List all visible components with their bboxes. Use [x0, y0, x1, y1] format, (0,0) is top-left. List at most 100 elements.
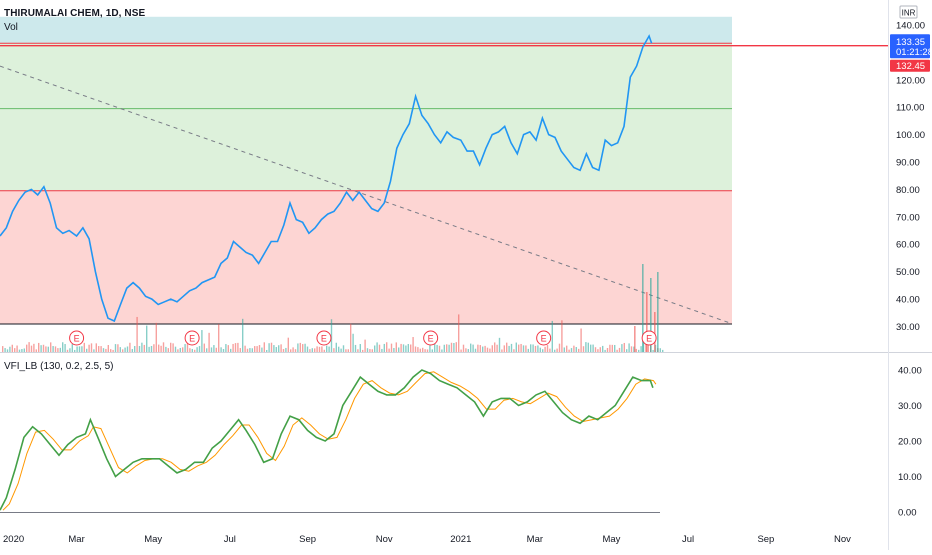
symbol-title[interactable]: THIRUMALAI CHEM, 1D, NSE [4, 8, 146, 19]
volume-bar [438, 345, 441, 352]
volume-bar [323, 349, 325, 352]
volume-bar [242, 318, 244, 352]
volume-bar [618, 347, 621, 352]
earnings-label: E [541, 334, 547, 344]
volume-bar [506, 342, 508, 352]
volume-bar [482, 346, 484, 352]
volume-bar [590, 344, 592, 352]
volume-bar [102, 348, 105, 352]
volume-bar [647, 339, 649, 352]
bar-countdown: 01:21:28 [896, 47, 932, 58]
volume-bar [117, 344, 119, 352]
volume-bar [472, 344, 474, 352]
volume-bar [189, 348, 191, 352]
earnings-marker[interactable]: E [423, 330, 439, 346]
volume-bar [386, 342, 388, 352]
volume-bar [458, 314, 460, 352]
volume-bar [510, 343, 513, 352]
volume-bar [148, 346, 150, 352]
volume-bar [239, 348, 241, 352]
volume-bar [527, 348, 529, 352]
volume-bar [350, 323, 352, 352]
volume-bar [491, 345, 493, 352]
currency-box[interactable]: INR [899, 5, 918, 19]
volume-bar [280, 344, 282, 352]
volume-bar [654, 312, 656, 352]
volume-bar [441, 349, 443, 352]
volume-bar [657, 272, 659, 352]
volume-bar [352, 333, 354, 352]
vfi-signal-series[interactable] [2, 371, 657, 511]
volume-bar [448, 344, 450, 352]
earnings-marker[interactable]: E [69, 330, 85, 346]
volume-bar [292, 347, 294, 352]
volume-bar [234, 343, 237, 352]
vfi-series[interactable] [0, 369, 654, 511]
volume-bar [136, 316, 138, 352]
volume-bar [105, 348, 107, 352]
volume-bar [366, 348, 369, 352]
volume-bar [412, 337, 414, 352]
volume-bar [534, 345, 537, 352]
volume-bar [489, 348, 491, 352]
volume-bar [14, 348, 16, 352]
price-tick: 90.00 [896, 158, 920, 169]
volume-bar [47, 346, 49, 352]
volume-bar [40, 345, 42, 352]
volume-bar [4, 348, 6, 352]
volume-bar [158, 344, 160, 352]
volume-bar [179, 347, 181, 352]
volume-bar [546, 345, 549, 352]
volume-bar [484, 345, 486, 352]
volume-bar [107, 345, 109, 352]
volume-bar [544, 346, 546, 352]
volume-bar [18, 349, 21, 352]
earnings-marker[interactable]: E [184, 330, 200, 346]
earnings-marker[interactable]: E [641, 330, 657, 346]
price-series[interactable] [0, 34, 653, 323]
earnings-marker[interactable]: E [536, 330, 552, 346]
earnings-marker[interactable]: E [316, 330, 332, 346]
zone-mid [0, 43, 732, 191]
volume-bar [388, 348, 390, 352]
volume-bar [477, 344, 479, 352]
time-axis[interactable]: 2020 Mar May Jul Sep Nov 2021 Mar May Jul Sep Nov [3, 534, 851, 545]
volume-bar [182, 347, 184, 352]
volume-bar [208, 332, 210, 352]
volume-bar [141, 342, 143, 352]
trendline[interactable] [0, 65, 733, 325]
volume-bar [326, 345, 328, 352]
vfi-scale[interactable]: 40.00 30.00 20.00 10.00 0.00 [898, 366, 922, 519]
vfi-legend[interactable]: VFI_LB (130, 0.2, 2.5, 5) [4, 361, 114, 372]
volume-bar [9, 346, 11, 352]
volume-bar [232, 343, 234, 352]
volume-bar [501, 349, 503, 352]
volume-bar [184, 344, 186, 352]
volume-bar [347, 349, 349, 352]
volume-bar [206, 348, 208, 352]
volume-bar [443, 344, 445, 352]
volume-bar [422, 347, 424, 352]
earnings-circle [641, 330, 657, 346]
volume-bar [462, 344, 465, 352]
volume-bar [378, 344, 381, 352]
volume-bars [2, 264, 664, 352]
volume-bar [11, 344, 13, 352]
volume-bar [585, 342, 587, 352]
volume-bar [50, 342, 52, 352]
volume-bar [498, 337, 501, 352]
price-scale[interactable]: 140.00130.00120.00110.00100.0090.0080.00… [896, 21, 925, 333]
volume-bar [273, 345, 275, 352]
volume-bar [634, 326, 636, 352]
volume-bar [537, 345, 539, 352]
time-label: Jul [224, 534, 236, 545]
volume-bar [146, 325, 148, 352]
volume-bar [153, 344, 155, 352]
volume-bar [642, 264, 644, 352]
earnings-label: E [189, 334, 195, 344]
volume-bar [122, 349, 124, 352]
volume-legend[interactable]: Vol [4, 22, 18, 33]
